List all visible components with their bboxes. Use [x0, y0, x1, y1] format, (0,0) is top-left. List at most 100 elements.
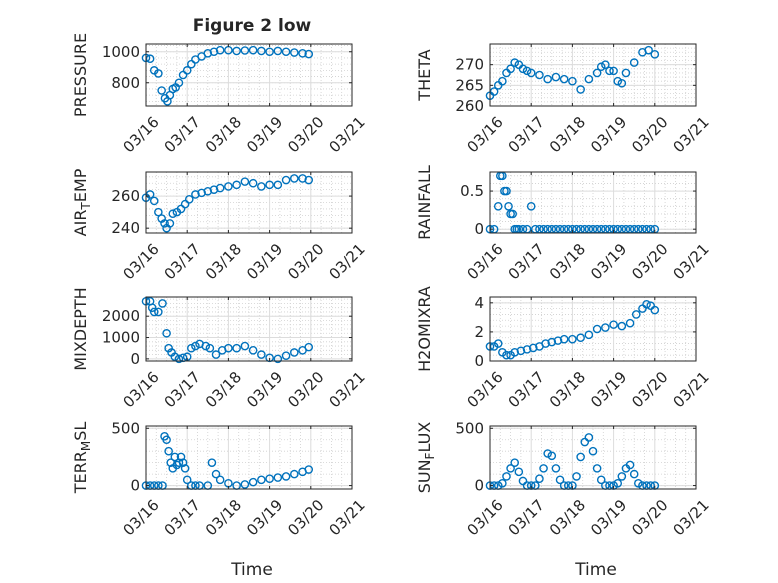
figure-title: Figure 2 low [193, 16, 312, 36]
data-point [596, 475, 606, 485]
x-tick-label: 03/19 [243, 240, 286, 283]
x-tick-label: 03/19 [587, 496, 630, 539]
data-point [211, 469, 221, 479]
data-point [502, 472, 511, 481]
data-point [145, 190, 155, 199]
x-tick-label: 03/18 [202, 240, 245, 283]
x-tick-label: 03/21 [325, 496, 368, 539]
x-tick-label: 03/19 [243, 368, 286, 411]
data-point [506, 64, 515, 74]
x-tick-label: 03/16 [463, 368, 506, 411]
data-point [541, 339, 550, 348]
y-tick-label: 4 [474, 294, 484, 312]
data-point [304, 465, 314, 474]
axes-box [145, 43, 353, 107]
data-point [502, 186, 511, 196]
data-point [601, 60, 610, 69]
y-axis-label: TERRMSL [71, 422, 93, 495]
x-tick-label: 03/21 [325, 368, 368, 411]
data-point [547, 451, 557, 461]
data-point [180, 464, 190, 473]
data-point [162, 435, 171, 445]
data-point [584, 433, 594, 442]
data-point [290, 348, 299, 357]
data-point [625, 318, 635, 328]
x-tick-label: 03/20 [628, 113, 671, 156]
data-point [528, 343, 538, 353]
y-tick-label: 2000 [102, 307, 140, 325]
axes-box [489, 171, 697, 234]
data-point [168, 209, 178, 219]
data-point [191, 190, 200, 199]
data-point [149, 307, 159, 317]
x-tick-label: 03/19 [587, 240, 630, 283]
data-point [248, 178, 258, 188]
data-point [211, 350, 221, 359]
x-tick-label: 03/17 [161, 368, 204, 411]
y-tick-label: 500 [111, 419, 140, 437]
data-point [265, 180, 274, 190]
y-axis-label: PRESSURE [71, 33, 90, 117]
data-point [182, 475, 192, 485]
data-point [273, 473, 283, 482]
data-point [609, 320, 618, 329]
data-point [174, 354, 184, 364]
x-tick-label: 03/17 [505, 496, 548, 539]
x-tick-label: 03/18 [546, 368, 589, 411]
data-point [592, 324, 602, 334]
y-tick-label: 0 [474, 220, 484, 238]
data-point [240, 46, 250, 55]
x-tick-label: 03/19 [243, 496, 286, 539]
data-point [493, 202, 503, 211]
data-point [162, 328, 171, 338]
axes-box [489, 43, 697, 107]
data-point [174, 78, 184, 88]
data-point [154, 207, 163, 217]
data-point [551, 464, 561, 473]
data-point [157, 86, 166, 95]
data-point [526, 68, 536, 78]
data-point [158, 299, 167, 308]
x-tick-label: 03/19 [243, 113, 286, 156]
data-point [224, 182, 233, 191]
x-tick-label: 03/16 [119, 240, 162, 283]
y-axis-label: AIRTEMP [71, 168, 93, 236]
data-point [522, 345, 532, 354]
data-point [601, 323, 610, 332]
data-point [170, 352, 180, 362]
data-point [650, 305, 660, 315]
data-point [160, 219, 169, 228]
data-point [281, 351, 291, 360]
data-point [518, 64, 528, 74]
x-axis-label-right: Time [574, 560, 617, 580]
data-point [510, 458, 520, 467]
x-tick-label: 03/20 [628, 240, 671, 283]
data-point [184, 194, 194, 204]
y-axis-label: MIXDEPTH [71, 287, 90, 370]
data-point [629, 469, 639, 479]
data-point [232, 180, 241, 190]
x-tick-label: 03/16 [119, 113, 162, 156]
x-tick-label: 03/18 [546, 240, 589, 283]
x-tick-label: 03/17 [505, 368, 548, 411]
data-point [539, 464, 548, 473]
x-tick-label: 03/19 [587, 113, 630, 156]
data-point [555, 475, 565, 485]
data-point [304, 175, 314, 185]
y-tick-label: 800 [111, 74, 140, 92]
data-point [605, 66, 614, 76]
data-point [547, 337, 557, 347]
data-point [493, 339, 503, 348]
data-point [224, 343, 233, 353]
data-point [617, 472, 627, 481]
data-point [553, 336, 563, 345]
x-tick-label: 03/16 [119, 496, 162, 539]
x-tick-label: 03/21 [669, 368, 712, 411]
data-point [514, 467, 524, 477]
y-tick-label: 1000 [102, 43, 140, 61]
data-point [205, 343, 215, 353]
plot-area [146, 426, 352, 489]
